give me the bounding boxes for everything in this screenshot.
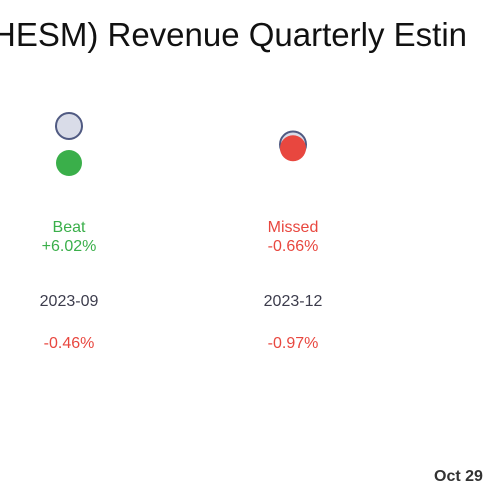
surprise-percent-label: -0.66%	[268, 238, 319, 255]
marks-layer: Beat +6.02% 2023-09 -0.46% Missed -0.66% 2023-…	[40, 112, 323, 352]
period-tick-label: 2023-12	[264, 293, 323, 310]
outcome-status-label: Beat	[53, 219, 86, 236]
date-label: Oct 29	[434, 468, 483, 485]
price-change-label: -0.97%	[268, 335, 319, 352]
price-change-label: -0.46%	[44, 335, 95, 352]
chart-title: HESM) Revenue Quarterly Estin	[0, 16, 467, 53]
period-tick-label: 2023-09	[40, 293, 99, 310]
estimate-point	[55, 112, 83, 140]
surprise-percent-label: +6.02%	[42, 238, 97, 255]
actual-point	[280, 135, 306, 162]
actual-point	[56, 150, 82, 176]
outcome-status-label: Missed	[268, 219, 319, 236]
